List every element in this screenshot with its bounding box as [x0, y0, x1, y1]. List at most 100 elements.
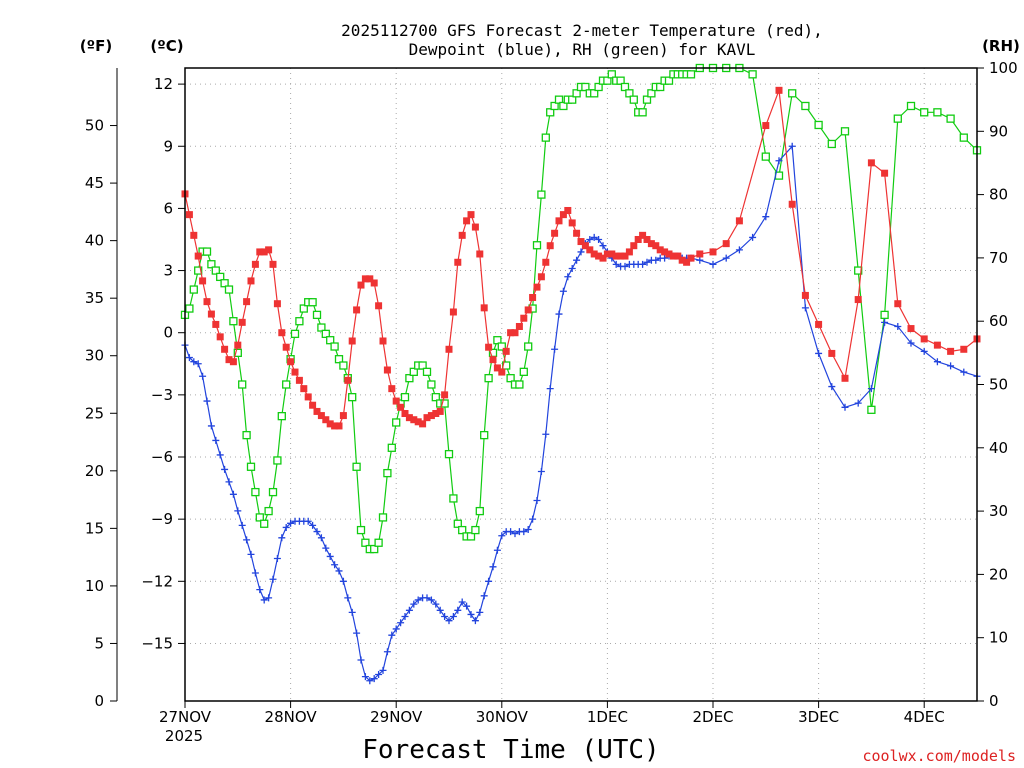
dewpoint-point: [749, 233, 757, 241]
dewpoint-point: [185, 354, 193, 362]
dewpoint-point: [788, 142, 796, 150]
temperature-point: [643, 235, 651, 243]
temperature-point: [375, 302, 383, 310]
dewpoint-point: [357, 656, 365, 664]
temperature-point: [647, 240, 655, 248]
dewpoint-point: [480, 592, 488, 600]
rh-axis-unit: (RH): [982, 37, 1020, 55]
temperature-point: [221, 345, 229, 353]
rh-point: [537, 190, 546, 199]
rh-point: [242, 430, 251, 440]
rh-point: [427, 380, 436, 389]
dewpoint-point: [577, 248, 585, 256]
rh-point: [400, 393, 410, 402]
temperature-point: [788, 200, 796, 208]
temperature-point: [515, 322, 523, 330]
dewpoint-point: [322, 544, 330, 552]
rh-point: [308, 298, 317, 307]
temperature-point: [634, 235, 642, 243]
rh-point: [471, 525, 480, 535]
rh-tick-label: 100: [989, 59, 1018, 77]
temperature-point: [524, 306, 532, 314]
temperature-point: [392, 397, 400, 405]
temperature-point: [339, 412, 347, 420]
celsius-axis-unit: (ºC): [150, 37, 183, 55]
temperature-point: [674, 252, 682, 260]
rh-point: [312, 310, 322, 320]
temperature-point: [735, 217, 743, 225]
rh-point: [277, 411, 286, 421]
temperature-point: [599, 254, 607, 262]
time-tick-label: 3DEC: [798, 708, 839, 726]
rh-point: [642, 95, 652, 104]
rh-tick-label: 80: [989, 186, 1008, 204]
dewpoint-point: [471, 617, 479, 625]
temperature-point: [894, 300, 902, 308]
temperature-point: [423, 414, 431, 422]
rh-point: [352, 462, 361, 471]
rh-point: [374, 538, 383, 547]
temperature-point: [357, 281, 365, 289]
rh-point: [211, 266, 220, 275]
dewpoint-point: [313, 528, 321, 536]
dewpoint-point: [775, 157, 783, 165]
rh-point: [220, 279, 229, 288]
temperature-point: [507, 329, 515, 337]
fahrenheit-tick-label: 5: [94, 634, 104, 652]
dewpoint-point: [467, 610, 475, 618]
temperature-point: [454, 258, 462, 266]
dewpoint-point: [661, 254, 669, 262]
celsius-tick-label: −15: [141, 634, 173, 652]
rh-point: [440, 399, 449, 408]
temperature-point: [801, 291, 809, 299]
dewpoint-point: [828, 383, 836, 391]
rh-point: [629, 95, 638, 104]
rh-point: [480, 430, 489, 440]
rh-point: [686, 70, 696, 79]
temperature-point: [551, 229, 559, 237]
rh-point: [348, 393, 357, 402]
rh-point: [554, 95, 564, 104]
dewpoint-point: [445, 617, 453, 625]
temperature-point: [867, 159, 875, 167]
temperature-point: [445, 345, 453, 353]
dewpoint-point: [458, 598, 466, 606]
temperature-point: [555, 217, 563, 225]
rh-point: [656, 82, 665, 92]
temperature-point: [815, 320, 823, 328]
dewpoint-point: [441, 613, 449, 621]
rh-point: [422, 367, 432, 376]
dewpoint-point: [815, 349, 823, 357]
temperature-point: [256, 248, 264, 256]
dewpoint-point: [524, 526, 532, 534]
rh-tick-label: 30: [989, 502, 1008, 520]
rh-point: [339, 361, 348, 370]
temperature-point: [669, 252, 677, 260]
dewpoint-point: [564, 273, 572, 281]
dewpoint-point: [317, 534, 325, 542]
rh-point: [497, 342, 506, 351]
dewpoint-point: [520, 528, 528, 536]
temperature-point: [595, 252, 603, 260]
rh-tick-label: 10: [989, 629, 1008, 647]
temperature-point: [489, 356, 497, 364]
dewpoint-point: [801, 304, 809, 312]
rh-point: [326, 336, 335, 345]
rh-point: [867, 405, 876, 414]
dewpoint-point: [379, 666, 387, 674]
temperature-point: [665, 250, 673, 258]
temperature-point: [933, 341, 941, 349]
temperature-point: [476, 250, 484, 258]
temperature-point: [722, 240, 730, 248]
dewpoint-point: [326, 552, 334, 560]
rh-point: [959, 133, 968, 142]
temperature-point: [533, 283, 541, 291]
rh-point: [392, 418, 401, 427]
temperature-point: [397, 403, 405, 411]
dewpoint-point: [194, 360, 202, 368]
dewpoint-point: [260, 596, 268, 604]
celsius-tick-label: 0: [163, 324, 173, 342]
temperature-point: [414, 418, 422, 426]
rh-point: [238, 380, 247, 389]
